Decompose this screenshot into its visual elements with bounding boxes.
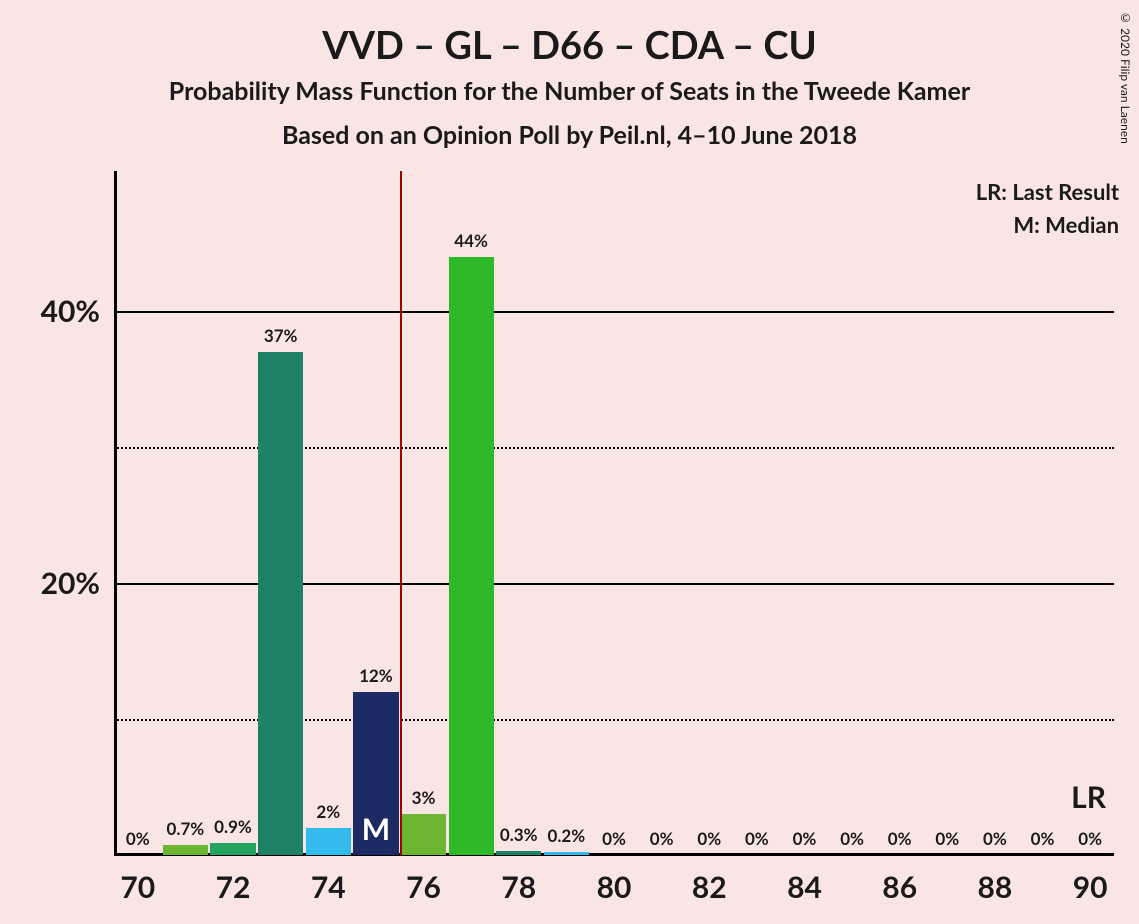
bar-value-label: 0% (697, 828, 721, 849)
y-tick-label: 20% (41, 565, 100, 601)
x-tick-label: 86 (882, 869, 917, 905)
y-axis-line (114, 171, 117, 855)
median-glyph: M (362, 811, 390, 847)
x-tick-label: 90 (1073, 869, 1108, 905)
bar-value-label: 0.2% (548, 825, 586, 846)
bar-value-label: 0% (126, 828, 150, 849)
bar-value-label: 0% (602, 828, 626, 849)
bar-value-label: 0% (745, 828, 769, 849)
bar-value-label: 0% (1031, 828, 1055, 849)
bar: 2% (306, 828, 351, 855)
x-tick-label: 82 (692, 869, 727, 905)
bar-value-label: 0% (888, 828, 912, 849)
bar-value-label: 0% (935, 828, 959, 849)
bar-value-label: 3% (412, 787, 436, 808)
bar: 0.7% (163, 845, 208, 855)
bar-value-label: 37% (264, 325, 298, 346)
gridline-major (114, 311, 1114, 313)
x-tick-label: 70 (120, 869, 155, 905)
chart-subtitle-1: Probability Mass Function for the Number… (0, 76, 1139, 106)
bar-value-label: 0.7% (167, 818, 205, 839)
x-tick-label: 88 (978, 869, 1013, 905)
x-tick-label: 84 (787, 869, 822, 905)
median-line (400, 171, 402, 855)
bar-value-label: 2% (316, 801, 340, 822)
bar: 37% (258, 352, 303, 855)
bar-value-label: 0% (650, 828, 674, 849)
bar: 0.3% (496, 851, 541, 855)
bar: 44% (449, 257, 494, 855)
bar-value-label: 44% (454, 230, 488, 251)
chart-title: VVD – GL – D66 – CDA – CU (0, 22, 1139, 68)
bar-value-label: 0% (793, 828, 817, 849)
copyright-label: © 2020 Filip van Laenen (1118, 10, 1133, 144)
bar: 3% (401, 814, 446, 855)
x-tick-label: 80 (597, 869, 632, 905)
bar: 12%M (353, 692, 398, 855)
bar-value-label: 0.9% (214, 816, 252, 837)
x-tick-label: 78 (501, 869, 536, 905)
chart-subtitle-2: Based on an Opinion Poll by Peil.nl, 4–1… (0, 120, 1139, 150)
chart-plot-area: 20%40%0%0.7%0.9%37%2%12%M3%44%0.3%0.2%0%… (114, 175, 1114, 855)
bar-value-label: 0.3% (500, 824, 538, 845)
lr-label: LR (1071, 779, 1106, 815)
x-tick-label: 74 (311, 869, 346, 905)
bar-value-label: 0% (1078, 828, 1102, 849)
bar-value-label: 12% (359, 665, 393, 686)
bar: 0.9% (210, 843, 255, 855)
bar: 0.2% (544, 852, 589, 855)
x-tick-label: 72 (216, 869, 251, 905)
bar-value-label: 0% (840, 828, 864, 849)
x-tick-label: 76 (406, 869, 441, 905)
y-tick-label: 40% (41, 293, 100, 329)
bar-value-label: 0% (983, 828, 1007, 849)
